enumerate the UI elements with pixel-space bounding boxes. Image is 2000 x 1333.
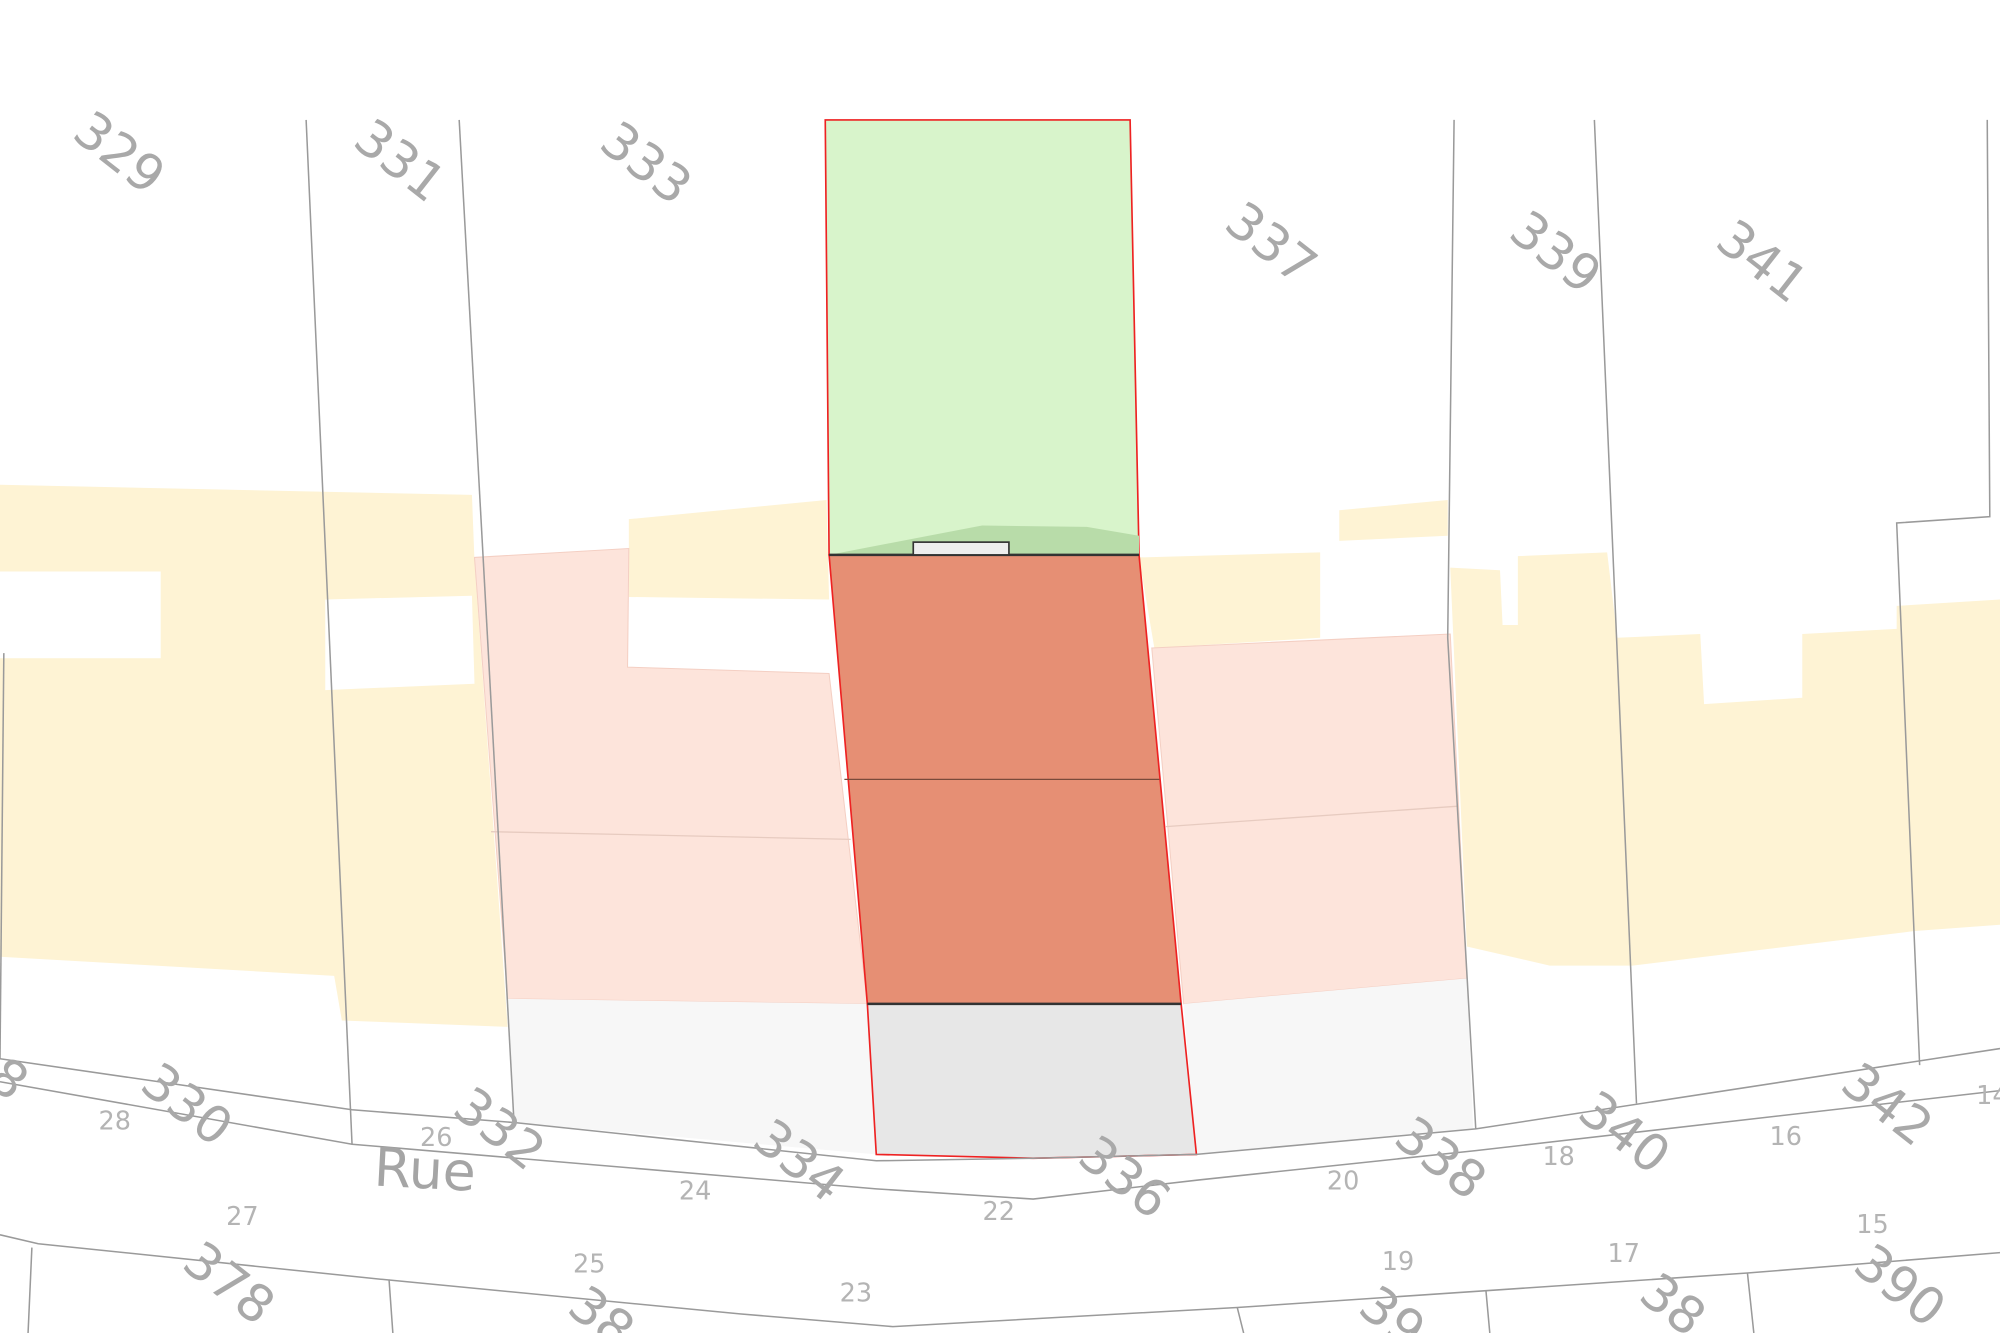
house-number: 23 xyxy=(840,1279,872,1309)
zone-yellow xyxy=(1139,552,1321,649)
house-number: 17 xyxy=(1607,1239,1639,1269)
garden-shade xyxy=(829,525,1140,555)
zone-yellow xyxy=(1339,500,1448,541)
parcel-line xyxy=(458,119,515,1123)
house-number: 19 xyxy=(1382,1247,1414,1277)
parcel-number: 390 xyxy=(1843,1233,1956,1333)
house-number: 28 xyxy=(99,1107,131,1137)
parcel-number: 329 xyxy=(62,100,175,206)
house-number: 25 xyxy=(573,1249,605,1279)
parcel-line xyxy=(388,1279,394,1333)
parcel-number: 342 xyxy=(1830,1052,1943,1158)
zone-pink xyxy=(473,547,868,1005)
house-number: 15 xyxy=(1856,1210,1888,1240)
parcel-number: 341 xyxy=(1705,209,1818,315)
parcel-number: 340 xyxy=(1567,1080,1680,1186)
parcel-line xyxy=(27,1247,33,1333)
house-number: 18 xyxy=(1542,1142,1574,1172)
parcel-line xyxy=(0,653,5,1059)
parcel-number: 8 xyxy=(0,1046,39,1112)
zone-yellow xyxy=(628,500,830,600)
parcel-number: 38 xyxy=(1629,1262,1716,1333)
zone-yellow xyxy=(0,484,508,1027)
selected-garden[interactable] xyxy=(824,119,1140,556)
parcel-line xyxy=(1446,119,1477,1129)
house-number: 16 xyxy=(1769,1122,1801,1152)
road-edge xyxy=(0,1234,2000,1328)
house-number: 26 xyxy=(420,1123,452,1153)
zone-pink xyxy=(1151,633,1468,1005)
zone-white xyxy=(325,595,475,691)
zone-gray xyxy=(507,998,877,1155)
parcel-number: 339 xyxy=(1499,200,1612,306)
map-layers xyxy=(0,119,2000,1333)
selected-front[interactable] xyxy=(866,1003,1198,1160)
parcel-line xyxy=(1485,1290,1491,1333)
parcel-number: 331 xyxy=(343,108,456,214)
parcel-line xyxy=(305,119,353,1145)
parcel-number: 333 xyxy=(589,111,702,217)
parcel-number: 378 xyxy=(172,1231,285,1333)
house-number: 20 xyxy=(1327,1166,1359,1196)
zone-white xyxy=(0,571,161,659)
parcel-line xyxy=(1593,119,1638,1104)
parcel-number: 337 xyxy=(1214,191,1327,297)
house-number: 24 xyxy=(679,1177,711,1207)
zone-edge xyxy=(1165,805,1458,828)
house-number: 14 xyxy=(1976,1081,2000,1111)
parcel-line xyxy=(1236,1307,1245,1333)
road-edge xyxy=(0,1080,2000,1200)
house-number: 22 xyxy=(982,1197,1014,1227)
parcel-number: 330 xyxy=(130,1052,243,1158)
annex xyxy=(912,541,1010,556)
zone-edge xyxy=(491,831,851,840)
parcel-number: 39 xyxy=(1348,1275,1435,1333)
zone-gray xyxy=(1183,978,1474,1155)
street-label: Rue xyxy=(373,1136,478,1204)
parcel-line xyxy=(1895,119,1991,1066)
parcel-line xyxy=(1746,1272,1755,1333)
parcel-number: 38 xyxy=(557,1275,644,1333)
house-number: 27 xyxy=(226,1202,258,1232)
road-edge xyxy=(0,1047,2000,1162)
zone-yellow xyxy=(1450,552,2000,966)
